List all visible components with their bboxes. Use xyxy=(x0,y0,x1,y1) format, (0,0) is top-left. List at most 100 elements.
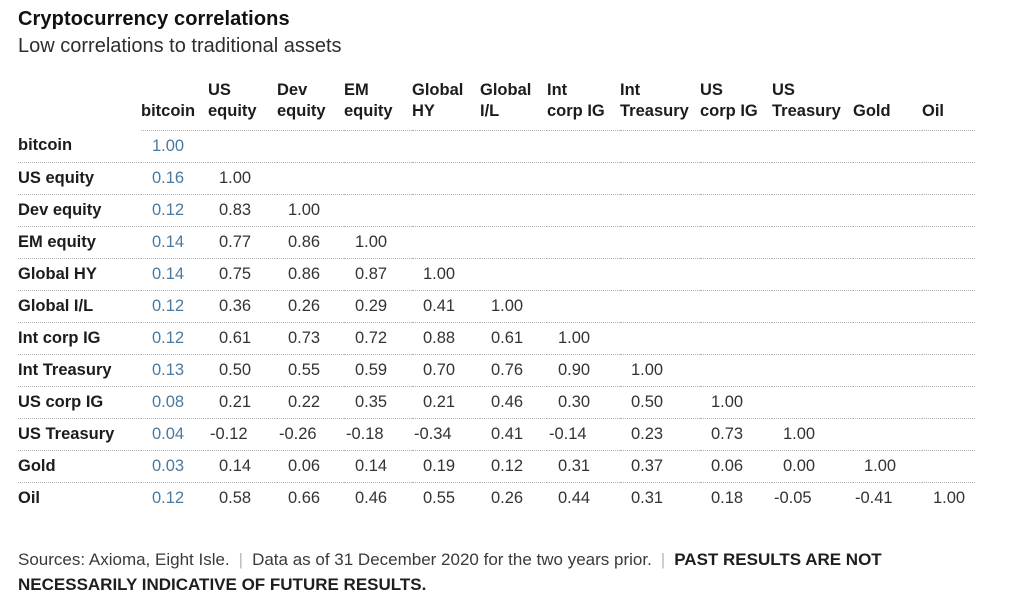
correlation-cell xyxy=(412,226,480,259)
correlation-cell: 0.13 xyxy=(141,354,208,387)
correlation-cell: 0.73 xyxy=(700,418,772,451)
column-header: bitcoin xyxy=(141,74,208,131)
correlation-cell xyxy=(344,130,412,163)
correlation-cell xyxy=(208,130,277,163)
correlation-cell xyxy=(547,258,620,291)
row-label: Gold xyxy=(18,450,141,483)
correlation-cell: 0.61 xyxy=(480,322,547,355)
table-row: Oil 0.12 0.58 0.66 0.46 0.55 0.26 0.44 0.31 0.18 -… xyxy=(18,482,975,514)
correlation-cell: 0.26 xyxy=(491,488,524,507)
correlation-cell xyxy=(853,226,922,259)
table-row: Int Treasury 0.13 0.50 0.55 0.59 0.70 0.76 0.90… xyxy=(18,354,975,387)
table-body: bitcoin 1.00 US equity 0.16 1.00 Dev equity 0.… xyxy=(18,130,975,514)
correlation-cell: 0.61 xyxy=(208,322,277,355)
correlation-cell: 1.00 xyxy=(208,162,277,195)
correlation-cell: 0.75 xyxy=(208,258,277,291)
correlation-cell: 0.08 xyxy=(141,386,208,419)
correlation-cell: 0.73 xyxy=(277,322,344,355)
correlation-cell: 0.18 xyxy=(711,488,744,507)
table-row: US corp IG 0.08 0.21 0.22 0.35 0.21 0.46 0.30 0.… xyxy=(18,386,975,419)
correlation-cell: 0.31 xyxy=(631,488,664,507)
correlation-cell xyxy=(547,226,620,259)
correlation-cell xyxy=(412,130,480,163)
correlation-cell xyxy=(922,354,975,387)
correlation-cell: 0.12 xyxy=(141,194,208,227)
correlation-cell: 0.77 xyxy=(208,226,277,259)
correlation-cell xyxy=(700,258,772,291)
row-label: Oil xyxy=(18,488,41,507)
correlation-cell: 0.46 xyxy=(480,386,547,419)
correlation-cell: 0.87 xyxy=(344,258,412,291)
correlation-cell: 0.04 xyxy=(141,418,208,451)
correlation-cell: 0.36 xyxy=(208,290,277,323)
correlation-cell xyxy=(853,194,922,227)
table-row: Global I/L 0.12 0.36 0.26 0.29 0.41 1.00 xyxy=(18,290,975,323)
row-label: Global HY xyxy=(18,258,141,291)
correlation-cell xyxy=(547,162,620,195)
header-corner-cell xyxy=(18,74,141,130)
correlation-cell: -0.34 xyxy=(412,418,480,451)
correlation-cell: 0.12 xyxy=(141,322,208,355)
column-header: Int Treasury xyxy=(620,74,700,131)
page-title: Cryptocurrency correlations xyxy=(18,8,290,30)
correlation-cell: -0.14 xyxy=(547,418,620,451)
correlation-cell: -0.26 xyxy=(277,418,344,451)
correlation-cell: 0.90 xyxy=(547,354,620,387)
correlation-cell xyxy=(772,322,853,355)
correlation-cell: 1.00 xyxy=(547,322,620,355)
correlation-cell xyxy=(620,290,700,323)
column-header: Global HY xyxy=(412,74,480,131)
table-row: Gold 0.03 0.14 0.06 0.14 0.19 0.12 0.31 0.37 0.06… xyxy=(18,450,975,483)
correlation-cell xyxy=(412,162,480,195)
correlation-cell: 0.58 xyxy=(219,488,252,507)
table-row: Global HY 0.14 0.75 0.86 0.87 1.00 xyxy=(18,258,975,291)
correlation-cell: 0.14 xyxy=(344,450,412,483)
source-note: Sources: Axioma, Eight Isle. | Data as of … xyxy=(18,547,984,597)
correlation-cell: 0.06 xyxy=(277,450,344,483)
row-label: US equity xyxy=(18,162,141,195)
correlation-cell xyxy=(344,194,412,227)
correlation-cell xyxy=(853,418,922,451)
correlation-cell xyxy=(853,162,922,195)
correlation-cell xyxy=(700,322,772,355)
data-note-text: Data as of 31 December 2020 for the two … xyxy=(252,550,652,569)
correlation-cell: 1.00 xyxy=(141,130,208,163)
correlation-cell: 0.66 xyxy=(288,488,321,507)
correlation-cell: 0.59 xyxy=(344,354,412,387)
correlation-cell xyxy=(922,258,975,291)
correlation-cell: 0.21 xyxy=(208,386,277,419)
correlation-cell: 0.22 xyxy=(277,386,344,419)
correlation-cell: -0.41 xyxy=(855,488,893,507)
correlation-cell: 1.00 xyxy=(277,194,344,227)
correlation-cell: 0.31 xyxy=(547,450,620,483)
correlation-cell: 1.00 xyxy=(412,258,480,291)
disclaimer-text: PAST RESULTS ARE NOT NECESSARILY INDICAT… xyxy=(18,550,882,594)
correlation-matrix-table: bitcoin US equity Dev equity EM equity Globa… xyxy=(18,74,975,514)
table-row: Dev equity 0.12 0.83 1.00 xyxy=(18,194,975,227)
correlation-cell xyxy=(772,130,853,163)
correlation-cell: 0.12 xyxy=(480,450,547,483)
correlation-cell: 0.00 xyxy=(772,450,853,483)
correlation-cell: 0.86 xyxy=(277,226,344,259)
correlation-cell: 0.46 xyxy=(355,488,388,507)
row-label: Int corp IG xyxy=(18,322,141,355)
footer-divider: | xyxy=(660,550,666,569)
correlation-cell xyxy=(620,322,700,355)
row-label: Dev equity xyxy=(18,194,141,227)
correlation-cell xyxy=(772,386,853,419)
correlation-cell: 1.00 xyxy=(853,450,922,483)
correlation-cell: -0.18 xyxy=(344,418,412,451)
correlation-cell: 1.00 xyxy=(620,354,700,387)
correlation-cell: 0.41 xyxy=(412,290,480,323)
correlation-cell xyxy=(620,162,700,195)
column-header: Global I/L xyxy=(480,74,547,131)
column-header: Int corp IG xyxy=(547,74,620,131)
correlation-cell xyxy=(480,162,547,195)
correlation-cell xyxy=(922,450,975,483)
correlation-cell: 0.06 xyxy=(700,450,772,483)
correlation-cell xyxy=(700,354,772,387)
correlation-cell: 0.19 xyxy=(412,450,480,483)
correlation-cell xyxy=(277,130,344,163)
correlation-cell xyxy=(700,290,772,323)
correlation-cell: 0.35 xyxy=(344,386,412,419)
